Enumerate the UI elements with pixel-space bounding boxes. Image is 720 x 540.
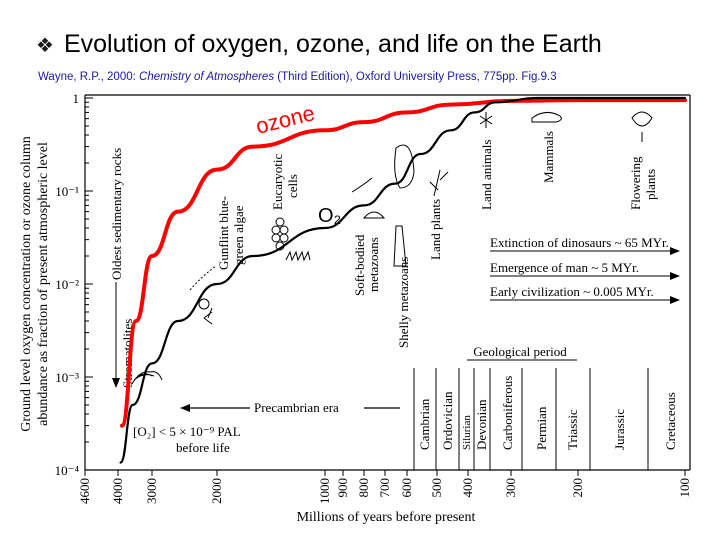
x-tick-label: 3000	[144, 478, 159, 504]
x-tick-label: 800	[356, 478, 371, 498]
mammals-label: Mammals	[541, 131, 556, 183]
citation-authors: Wayne, R.P., 2000:	[38, 71, 140, 83]
tardigrade-sketch	[203, 307, 213, 325]
x-tick-label: 4600	[77, 478, 92, 504]
y-axis-label-line1: Ground level oxygen concentration or ozo…	[19, 136, 34, 431]
fern-sketch	[479, 112, 493, 128]
y-tick-label: 1	[73, 91, 80, 106]
shelly-metazoans-label: Shelly metazoans	[396, 257, 411, 348]
shell-sketch	[362, 211, 386, 219]
land-plants-label: Land plants	[428, 199, 443, 260]
precambrian-label: Precambrian era	[254, 400, 339, 415]
y-axis: 10⁻⁴ 10⁻³ 10⁻² 10⁻¹ 1	[55, 91, 93, 478]
y-tick-label: 10⁻²	[55, 277, 79, 292]
worm-sketch	[351, 177, 373, 193]
x-axis: 4600 4000 3000 2000 1000 900 800 700 600 500 400 30…	[77, 469, 692, 504]
x-tick-label: 2000	[209, 478, 224, 504]
event-civilization: Early civilization ~ 0.005 MYr.	[490, 284, 654, 299]
event-arrowhead	[670, 247, 680, 255]
eucaryotic-label-1: Eucaryotic	[270, 153, 285, 210]
geological-period-table: Geological period Cambrian Ordovician Si…	[413, 344, 678, 470]
oldest-rocks-label: Oldest sedimentary rocks	[109, 148, 124, 280]
plant-sketch	[429, 169, 449, 197]
flowering-label-1: Flowering	[628, 156, 643, 210]
flowering-label-2: plants	[643, 169, 658, 200]
y-tick-label: 10⁻³	[55, 370, 79, 385]
precambrian-arrowhead	[180, 404, 190, 412]
flower-sketch	[631, 111, 653, 142]
x-tick-label: 300	[503, 478, 518, 498]
oldest-rocks-arrowhead	[112, 378, 120, 388]
citation-book: Chemistry of Atmospheres	[139, 71, 275, 83]
period-triassic: Triassic	[565, 409, 580, 450]
mammal-sketch	[531, 112, 562, 123]
period-silurian: Silurian	[461, 415, 473, 450]
stromatolite-sketch	[131, 371, 163, 385]
y-axis-label-line2: abundance as fraction of present atmosph…	[36, 142, 51, 426]
oxygen-curve	[119, 96, 687, 464]
organism-sketches	[131, 111, 653, 385]
soft-bodied-label-2: metazoans	[366, 237, 381, 292]
y-tick-label: 10⁻¹	[55, 184, 79, 199]
event-annotations: Extinction of dinosaurs ~ 65 MYr. Emerge…	[490, 235, 680, 304]
citation-rest: (Third Edition), Oxford University Press…	[274, 71, 557, 83]
x-tick-label: 4000	[110, 478, 125, 504]
x-tick-label: 1000	[317, 478, 332, 504]
before-life-line1: [O₂] < 5 × 10⁻⁹ PAL	[133, 424, 241, 439]
x-tick-label: 700	[377, 478, 392, 498]
trilobite-sketch	[394, 144, 415, 189]
algae-filaments-sketch	[285, 250, 311, 262]
period-ordovician: Ordovician	[440, 391, 455, 450]
land-animals-label: Land animals	[479, 140, 494, 210]
series-layer	[119, 96, 687, 464]
filament-sketch	[189, 265, 217, 291]
sponge-sketch	[393, 225, 407, 267]
x-tick-label: 900	[335, 478, 350, 498]
before-life-line2: before life	[176, 440, 230, 455]
life-annotations: Gunflint blue- green algae Eucaryotic ce…	[216, 131, 658, 348]
ozone-curve	[120, 98, 687, 428]
title-text: Evolution of oxygen, ozone, and life on …	[63, 30, 602, 58]
eucaryotic-label-2: cells	[285, 174, 300, 198]
event-arrowhead	[670, 272, 680, 280]
event-arrowhead	[670, 296, 680, 304]
precambrian-annotation: Precambrian era [O₂] < 5 × 10⁻⁹ PAL befo…	[133, 400, 400, 455]
bullet-icon: ❖	[36, 35, 54, 57]
eucaryotic-cells-sketch	[271, 217, 289, 251]
algae-sketch	[198, 298, 210, 310]
period-cretaceous: Cretaceous	[663, 392, 678, 450]
gunflint-label-2: green algae	[231, 205, 246, 265]
period-jurassic: Jurassic	[612, 409, 627, 450]
event-dinosaurs: Extinction of dinosaurs ~ 65 MYr.	[490, 235, 669, 250]
period-cambrian: Cambrian	[417, 398, 432, 450]
series-label-o2: O₂	[318, 205, 341, 227]
x-tick-label: 600	[399, 478, 414, 498]
slide-title: ❖ Evolution of oxygen, ozone, and life on…	[36, 30, 602, 59]
event-man: Emergence of man ~ 5 MYr.	[490, 260, 639, 275]
gunflint-label-1: Gunflint blue-	[216, 196, 231, 270]
plot-frame	[85, 94, 691, 470]
geological-period-title: Geological period	[473, 344, 567, 359]
y-tick-label: 10⁻⁴	[55, 463, 80, 478]
x-tick-label: 200	[570, 478, 585, 498]
citation: Wayne, R.P., 2000: Chemistry of Atmosphe…	[38, 71, 557, 83]
x-tick-label: 100	[677, 478, 692, 498]
period-devonian: Devonian	[474, 399, 489, 450]
soft-bodied-label-1: Soft-bodied	[352, 234, 367, 296]
x-tick-label: 500	[429, 478, 444, 498]
x-tick-label: 400	[460, 478, 475, 498]
x-axis-label: Millions of years before present	[297, 510, 476, 525]
period-carboniferous: Carboniferous	[500, 376, 515, 450]
period-permian: Permian	[534, 406, 549, 450]
